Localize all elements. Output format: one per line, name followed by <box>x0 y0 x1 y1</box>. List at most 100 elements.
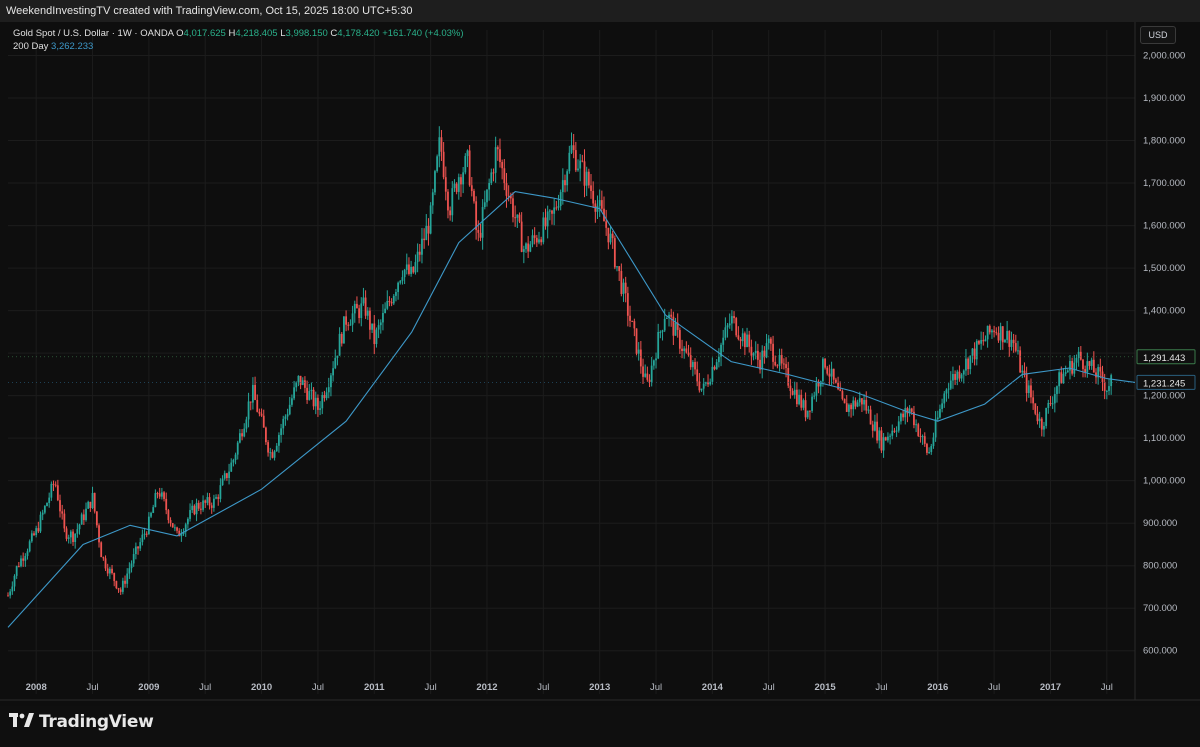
candle-body <box>167 510 170 521</box>
candle-body <box>265 427 267 443</box>
candle-body <box>427 225 430 234</box>
candle-body <box>132 554 135 564</box>
candle-body <box>668 314 670 318</box>
candle-body <box>74 533 77 543</box>
y-tick-label: 1,000.000 <box>1143 476 1185 487</box>
ma-label[interactable]: 200 Day <box>13 41 49 52</box>
candle-body <box>704 382 707 384</box>
candle-body <box>269 452 272 454</box>
candle-body <box>134 546 137 555</box>
candle-body <box>546 211 549 227</box>
candle-body <box>76 529 79 534</box>
candle-body <box>787 367 790 386</box>
y-tick-label: 1,500.000 <box>1143 263 1185 274</box>
candle-body <box>366 310 369 316</box>
candle-body <box>587 171 590 186</box>
price-chart[interactable]: 600.000 700.000 800.000 900.000 1,000.000 1,1… <box>0 22 1200 728</box>
candle-body <box>362 297 365 304</box>
x-tick-label: Jul <box>425 682 437 693</box>
candle-body <box>330 375 332 388</box>
currency-button[interactable]: USD <box>1140 26 1176 44</box>
candle-body <box>275 445 278 452</box>
candle-body <box>260 413 263 416</box>
candle-body <box>364 297 367 316</box>
candle-body <box>908 408 911 414</box>
candle-body <box>995 332 998 334</box>
candle-body <box>95 511 98 526</box>
candle-body <box>574 150 577 171</box>
candle-body <box>1062 373 1065 384</box>
candle-body <box>160 492 163 497</box>
candle-body <box>35 528 38 536</box>
candle-body <box>525 243 527 250</box>
candle-body <box>737 335 740 340</box>
candle-body <box>1027 385 1030 394</box>
tradingview-brand[interactable]: TradingView <box>9 712 154 732</box>
candle-body <box>921 436 924 438</box>
candle-body <box>386 300 389 309</box>
y-tick-label: 600.000 <box>1143 646 1177 657</box>
candle-body <box>434 171 436 193</box>
candle-body <box>637 349 640 354</box>
candle-body <box>652 360 655 366</box>
y-tick-label: 700.000 <box>1143 603 1177 614</box>
candle-body <box>52 483 55 485</box>
candle-body <box>655 358 657 361</box>
x-tick-label: 2014 <box>702 682 724 693</box>
low-value: 3,998.150 <box>285 28 328 39</box>
candle-body <box>863 399 865 405</box>
candle-body <box>613 238 616 268</box>
candle-body <box>297 375 300 383</box>
candle-body <box>648 379 651 382</box>
candle-body <box>906 408 909 414</box>
candle-body <box>819 381 822 387</box>
candle-body <box>414 262 417 273</box>
candle-body <box>629 315 631 321</box>
candle-body <box>670 314 673 317</box>
candle-body <box>540 239 543 243</box>
candle-body <box>544 217 547 227</box>
candle-body <box>644 373 647 377</box>
candle-body <box>317 397 319 410</box>
candle-body <box>978 340 980 344</box>
candle-body <box>733 316 735 319</box>
high-label: H <box>228 28 236 39</box>
candle-body <box>239 433 241 443</box>
candle-body <box>980 340 983 344</box>
candle-body <box>321 395 324 409</box>
candle-body <box>691 361 694 368</box>
candle-body <box>535 237 538 243</box>
candle-body <box>306 387 308 400</box>
candle-body <box>642 366 644 377</box>
open-label: O <box>176 28 184 39</box>
candle-body <box>371 323 374 330</box>
candle-body <box>488 183 491 190</box>
symbol-title[interactable]: Gold Spot / U.S. Dollar · 1W · OANDA <box>13 28 174 39</box>
candle-body <box>854 400 857 407</box>
candle-body <box>221 478 224 486</box>
candle-body <box>967 358 970 370</box>
ohlc-line: Gold Spot / U.S. Dollar · 1W · OANDA O4,… <box>13 27 464 40</box>
candle-body <box>28 541 31 552</box>
candle-body <box>997 332 1000 341</box>
candle-body <box>962 370 965 375</box>
candle-body <box>483 202 486 208</box>
chart-frame[interactable]: 600.000 700.000 800.000 900.000 1,000.000 1,1… <box>0 22 1200 728</box>
candle-body <box>577 168 579 171</box>
candle-body <box>1058 372 1061 387</box>
candle-body <box>806 410 809 418</box>
candle-body <box>202 500 204 510</box>
candle-body <box>117 588 120 590</box>
candle-body <box>63 513 66 529</box>
candle-body <box>785 364 787 368</box>
candle-body <box>69 531 72 538</box>
candle-body <box>889 435 891 437</box>
ma-price-label: 1,231.245 <box>1143 378 1185 389</box>
candle-body <box>917 424 920 436</box>
candle-body <box>91 492 94 509</box>
candle-body <box>1092 359 1095 373</box>
candle-body <box>551 210 553 214</box>
candle-body <box>210 505 213 508</box>
candle-body <box>308 391 311 400</box>
candle-body <box>284 416 287 419</box>
